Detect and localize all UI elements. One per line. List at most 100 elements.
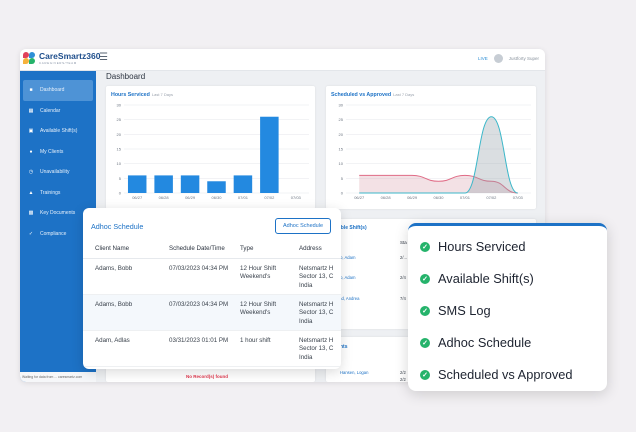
user-name[interactable]: Justforty Super <box>508 56 539 61</box>
scheduled-vs-approved-chart: 0 5 10 15 20 25 30 06/27 06/28 06/29 06/30 07/01 07/… <box>339 103 531 200</box>
y-tick-label: 25 <box>339 117 344 122</box>
bar <box>180 175 200 193</box>
x-tick-label: 06/27 <box>354 195 365 200</box>
card-subtitle: Last 7 Days <box>151 92 173 97</box>
column-header-type[interactable]: Type <box>228 240 287 259</box>
table-row[interactable]: Adam, Adlas 03/31/2023 01:01 PM 1 hour s… <box>83 330 341 367</box>
sms-log-card: No Record(s) found <box>106 367 315 382</box>
y-tick-label: 25 <box>117 117 122 122</box>
x-tick-label: 06/28 <box>381 195 392 200</box>
x-tick-label: 07/03 <box>513 195 524 200</box>
feature-item: ✓ SMS Log <box>420 303 491 318</box>
y-tick-label: 30 <box>339 103 344 108</box>
feature-label: SMS Log <box>438 303 491 318</box>
check-icon: ✓ <box>420 305 430 316</box>
sidebar-item-label: Compliance <box>40 230 67 237</box>
compliance-icon: ✓ <box>28 230 34 237</box>
browser-status-text: Waiting for data from ... caresmartz.com <box>20 372 96 382</box>
cell-address: Netsmartz H Sector 13, C India <box>287 294 341 331</box>
dashboard-icon: ■ <box>29 87 33 94</box>
logo[interactable]: CareSmartz360 CAREGIVERS/TEAM <box>23 52 100 65</box>
shift-row-start: 2/... <box>400 255 407 260</box>
column-header: Sta <box>400 240 407 245</box>
top-bar: CareSmartz360 CAREGIVERS/TEAM ☰ LIVE Jus… <box>20 49 545 71</box>
sidebar-item-trainings[interactable]: ▲ Trainings <box>20 183 96 204</box>
logo-name: CareSmartz360 <box>39 51 101 61</box>
card-title: Hours Serviced <box>111 92 150 98</box>
feature-label: Scheduled vs Approved <box>438 367 573 382</box>
adhoc-title: Adhoc Schedule <box>91 222 144 231</box>
doc-row-name[interactable]: Hansen, Logan <box>340 370 369 375</box>
sidebar-item-label: Key Documents <box>40 210 76 217</box>
avatar[interactable] <box>493 54 503 63</box>
training-icon: ▲ <box>28 189 34 196</box>
feature-label: Adhoc Schedule <box>438 335 532 350</box>
calendar-icon: ▦ <box>28 107 34 114</box>
y-tick-label: 5 <box>341 176 344 181</box>
card-title: nts <box>340 344 348 350</box>
hours-serviced-chart: 0 5 10 15 20 25 30 06/27 06/28 06/29 06/30 07/01 07/… <box>117 103 309 200</box>
cell-type: 12 Hour Shift Weekend's <box>228 258 287 295</box>
clock-icon: ◷ <box>28 169 34 176</box>
table-row[interactable]: Adams, Bobb 07/03/2023 04:34 PM 12 Hour … <box>83 294 341 331</box>
sidebar-item-label: Unavailability <box>40 169 70 176</box>
sidebar-item-compliance[interactable]: ✓ Compliance <box>20 224 96 245</box>
logo-subtitle: CAREGIVERS/TEAM <box>39 61 77 65</box>
card-title: Scheduled vs Approved <box>331 92 392 98</box>
table-row[interactable]: Adams, Bobb 07/03/2023 04:34 PM 12 Hour … <box>83 258 341 295</box>
cell-date: 07/03/2023 04:34 PM <box>157 258 228 295</box>
adhoc-schedule-button[interactable]: Adhoc Schedule <box>275 218 331 234</box>
feature-list-card: ✓ Hours Serviced ✓ Available Shift(s) ✓ … <box>408 223 607 391</box>
y-tick-label: 15 <box>339 147 344 152</box>
doc-row-start: 2/2 <box>400 377 406 382</box>
y-tick-label: 5 <box>119 176 122 181</box>
x-tick-label: 07/01 <box>238 195 249 200</box>
hours-serviced-card: Hours Serviced Last 7 Days 0 5 10 15 20 25 30 06… <box>106 86 315 209</box>
shift-icon: ▣ <box>28 128 34 135</box>
live-link[interactable]: LIVE <box>477 56 488 61</box>
column-header-address[interactable]: Address <box>287 240 341 259</box>
sidebar-item-label: Calendar <box>40 107 61 114</box>
sidebar-item-label: Trainings <box>40 189 61 196</box>
shift-row-name[interactable]: Ind, Andrea <box>338 296 360 301</box>
x-tick-label: 07/01 <box>460 195 471 200</box>
sidebar-item-calendar[interactable]: ▦ Calendar <box>20 101 96 122</box>
series-area <box>359 175 518 193</box>
x-tick-label: 06/29 <box>407 195 418 200</box>
check-icon: ✓ <box>420 241 430 252</box>
feature-label: Hours Serviced <box>438 239 526 254</box>
column-header-client[interactable]: Client Name <box>83 240 157 259</box>
series-line <box>359 174 518 194</box>
cell-date: 07/03/2023 04:34 PM <box>157 294 228 331</box>
x-tick-label: 06/29 <box>185 195 196 200</box>
sidebar-item-dashboard[interactable]: ■ Dashboard <box>23 80 93 101</box>
page-title: Dashboard <box>106 72 146 81</box>
scheduled-vs-approved-card: Scheduled vs Approved Last 7 Days 0 5 10 15 2… <box>326 86 536 209</box>
cell-date: 03/31/2023 01:01 PM <box>157 330 228 367</box>
shift-row-name[interactable]: Ilo, Adam <box>338 275 356 280</box>
sidebar-item-unavailability[interactable]: ◷ Unavailability <box>20 162 96 183</box>
shift-row-name[interactable]: Ilo, Adam <box>338 255 356 260</box>
feature-item: ✓ Hours Serviced <box>420 239 525 254</box>
bar <box>260 116 279 193</box>
x-tick-label: 07/03 <box>291 195 302 200</box>
hamburger-menu-icon[interactable]: ☰ <box>99 52 108 63</box>
sidebar-item-available-shifts[interactable]: ▣ Available Shift(s) <box>20 121 96 142</box>
cell-client: Adams, Bobb <box>83 258 157 295</box>
series-area <box>359 116 518 193</box>
bar <box>207 181 226 193</box>
column-header-date[interactable]: Schedule Date/Time <box>157 240 228 259</box>
shift-row-start: 2/4 <box>400 275 406 280</box>
sidebar-item-key-documents[interactable]: ▩ Key Documents <box>20 203 96 224</box>
card-title: able Shift(s) <box>338 225 367 231</box>
feature-item: ✓ Scheduled vs Approved <box>420 367 572 382</box>
check-icon: ✓ <box>420 273 430 284</box>
sidebar-item-my-clients[interactable]: ● My Clients <box>20 142 96 163</box>
clients-icon: ● <box>29 148 33 155</box>
bar <box>127 175 147 193</box>
y-tick-label: 20 <box>117 132 122 137</box>
feature-item: ✓ Adhoc Schedule <box>420 335 531 350</box>
cell-address: Netsmartz H Sector 13, C India <box>287 330 341 367</box>
y-tick-label: 0 <box>341 191 344 196</box>
doc-row-start: 2/2 <box>400 370 406 375</box>
